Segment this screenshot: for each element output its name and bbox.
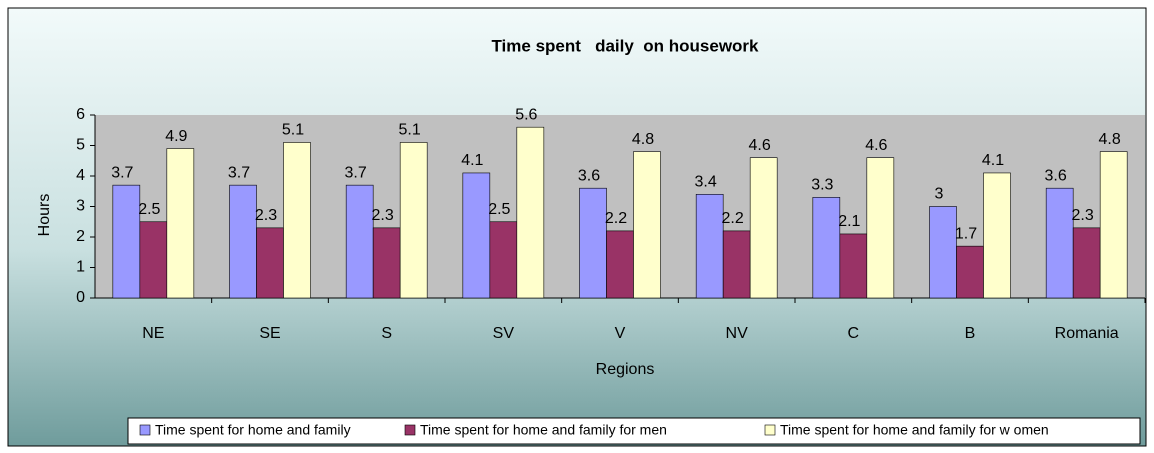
value-label: 2.5 (138, 201, 160, 218)
bar (749, 157, 778, 299)
value-label: 2.1 (838, 213, 860, 230)
value-label: 2.2 (722, 210, 744, 227)
bar (1099, 151, 1128, 299)
legend-label: Time spent for home and family (155, 422, 351, 438)
bar (399, 142, 428, 299)
legend (127, 417, 1141, 445)
value-label: 3.7 (345, 164, 367, 181)
x-tick-label: Romania (1055, 325, 1119, 342)
value-label: 4.6 (865, 137, 887, 154)
y-tick-label: 3 (76, 198, 85, 215)
bar (462, 172, 491, 299)
bar (839, 233, 868, 299)
bar (929, 206, 957, 299)
legend-swatch (764, 424, 776, 436)
legend-swatch (139, 424, 151, 436)
x-tick-label: C (848, 325, 860, 342)
value-label: 3.7 (111, 164, 133, 181)
value-label: 3 (935, 186, 944, 203)
y-tick-label: 0 (76, 289, 85, 306)
bar (283, 142, 311, 299)
bar (606, 230, 634, 299)
value-label: 5.1 (399, 122, 421, 139)
legend-label: Time spent for home and family for w ome… (780, 422, 1049, 438)
value-label: 4.8 (632, 131, 654, 148)
y-tick-label: 5 (76, 137, 85, 154)
x-tick-label: NV (726, 325, 749, 342)
x-tick-label: SV (493, 325, 515, 342)
value-label: 2.2 (605, 210, 627, 227)
bar (256, 227, 284, 299)
bar (956, 245, 984, 299)
y-tick-label: 4 (76, 167, 85, 184)
y-tick-label: 6 (76, 106, 85, 123)
x-axis-label: Regions (596, 361, 655, 378)
value-label: 3.6 (1045, 167, 1067, 184)
bar (139, 221, 168, 299)
value-label: 4.1 (982, 152, 1004, 169)
bar (695, 194, 724, 299)
value-label: 4.8 (1099, 131, 1121, 148)
bar (579, 187, 607, 299)
x-tick-label: B (965, 325, 976, 342)
bar (166, 148, 195, 299)
value-label: 4.6 (749, 137, 771, 154)
value-label: 5.6 (515, 106, 537, 123)
value-label: 5.1 (282, 122, 304, 139)
bar (633, 151, 661, 299)
value-label: 4.1 (461, 152, 483, 169)
bar (345, 184, 374, 299)
bar (1045, 187, 1074, 299)
x-tick-label: SE (259, 325, 280, 342)
y-axis-label: Hours (36, 194, 53, 237)
bar (516, 126, 545, 299)
bar (229, 184, 257, 299)
legend-swatch (404, 424, 416, 436)
value-label: 3.6 (578, 167, 600, 184)
value-label: 4.9 (165, 128, 187, 145)
value-label: 3.3 (811, 177, 833, 194)
bar (1072, 227, 1101, 299)
y-tick-label: 1 (76, 259, 85, 276)
bar (812, 197, 841, 299)
value-label: 3.7 (228, 164, 250, 181)
value-label: 1.7 (955, 225, 977, 242)
value-label: 2.5 (488, 201, 510, 218)
bar (112, 184, 141, 299)
value-label: 2.3 (255, 207, 277, 224)
legend-label: Time spent for home and family for men (420, 422, 667, 438)
bar (372, 227, 401, 299)
value-label: 3.4 (695, 174, 717, 191)
x-tick-label: NE (142, 325, 164, 342)
bar (489, 221, 518, 299)
bar (866, 157, 895, 299)
value-label: 2.3 (1072, 207, 1094, 224)
chart-title: Time spent daily on housework (491, 36, 759, 55)
x-tick-label: S (381, 325, 392, 342)
bar (983, 172, 1011, 299)
value-label: 2.3 (372, 207, 394, 224)
bar (722, 230, 751, 299)
y-tick-label: 2 (76, 228, 85, 245)
x-tick-label: V (615, 325, 626, 342)
